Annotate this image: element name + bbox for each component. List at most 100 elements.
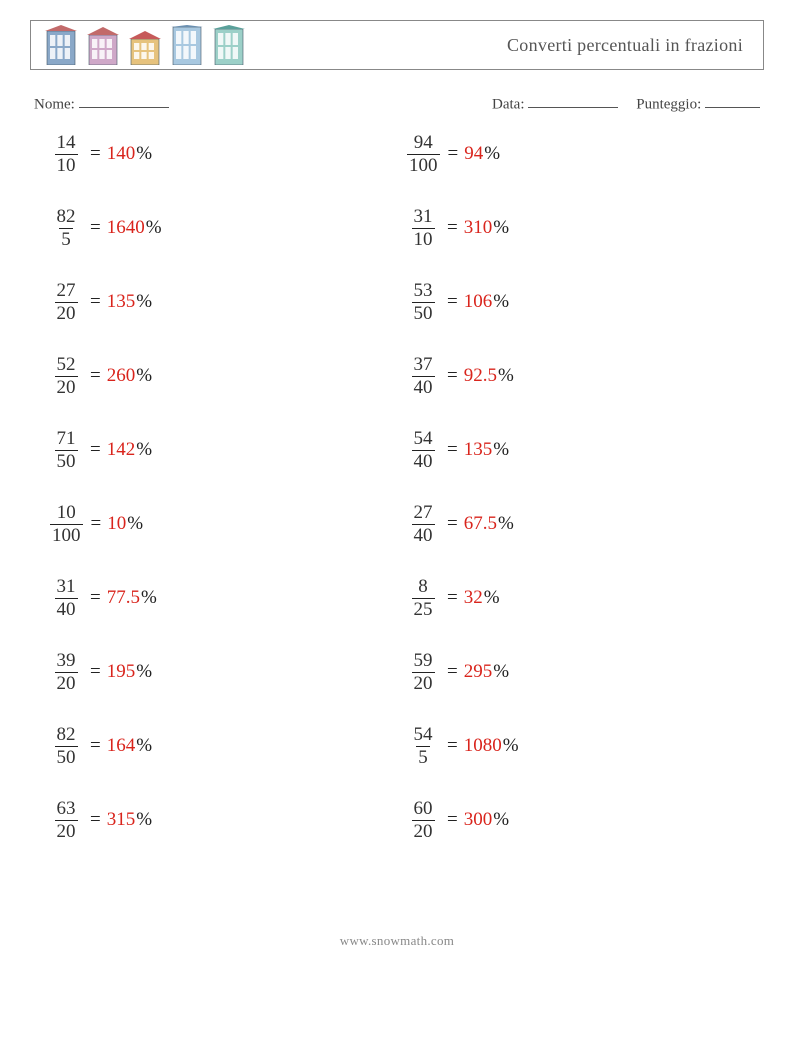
- equals-sign: =: [447, 735, 458, 757]
- equals-sign: =: [90, 143, 101, 165]
- fraction-numerator: 71: [55, 429, 78, 450]
- fraction-numerator: 82: [55, 207, 78, 228]
- equals-sign: =: [90, 217, 101, 239]
- answer-value: 94: [464, 143, 483, 165]
- problem-left: 1410 = 140%: [50, 131, 387, 177]
- fraction: 825: [407, 577, 439, 620]
- answer-value: 315: [107, 809, 136, 831]
- fraction: 825: [50, 207, 82, 250]
- percent-sign: %: [493, 291, 509, 313]
- date-blank[interactable]: [528, 94, 618, 108]
- fraction-numerator: 63: [55, 799, 78, 820]
- percent-sign: %: [484, 143, 500, 165]
- fraction-denominator: 10: [412, 228, 435, 250]
- fraction-numerator: 39: [55, 651, 78, 672]
- fraction-numerator: 8: [416, 577, 430, 598]
- problem-right: 5350=106%: [407, 279, 744, 325]
- percent-sign: %: [493, 809, 509, 831]
- fraction: 94100: [407, 133, 440, 176]
- answer-value: 142: [107, 439, 136, 461]
- fraction-numerator: 60: [412, 799, 435, 820]
- equals-sign: =: [448, 143, 459, 165]
- equals-sign: =: [91, 513, 102, 535]
- equals-sign: =: [90, 439, 101, 461]
- fraction-denominator: 20: [412, 672, 435, 694]
- fraction-numerator: 37: [412, 355, 435, 376]
- building-icon: [43, 25, 79, 65]
- answer-value: 77.5: [107, 587, 140, 609]
- equals-sign: =: [447, 365, 458, 387]
- fraction: 2720: [50, 281, 82, 324]
- problem-right: 94100 =94%: [407, 131, 744, 177]
- fraction: 1410: [50, 133, 82, 176]
- building-icon: [127, 25, 163, 65]
- problem-left: 2720=135%: [50, 279, 387, 325]
- meta-right: Data: Punteggio:: [492, 94, 760, 113]
- equals-sign: =: [90, 735, 101, 757]
- fraction-denominator: 5: [416, 746, 430, 768]
- fraction-denominator: 50: [55, 450, 78, 472]
- fraction-numerator: 10: [55, 503, 78, 524]
- answer-value: 32: [464, 587, 483, 609]
- percent-sign: %: [493, 217, 509, 239]
- fraction-denominator: 40: [55, 598, 78, 620]
- name-blank[interactable]: [79, 94, 169, 108]
- fraction: 5920: [407, 651, 439, 694]
- percent-sign: %: [136, 439, 152, 461]
- answer-value: 295: [464, 661, 493, 683]
- fraction-denominator: 10: [55, 154, 78, 176]
- fraction-denominator: 40: [412, 376, 435, 398]
- equals-sign: =: [90, 365, 101, 387]
- problem-left: 3920=195%: [50, 649, 387, 695]
- header-box: Converti percentuali in frazioni: [30, 20, 764, 70]
- date-label: Data:: [492, 96, 524, 112]
- name-label: Nome:: [34, 96, 75, 112]
- equals-sign: =: [90, 587, 101, 609]
- answer-value: 135: [464, 439, 493, 461]
- building-icon: [169, 25, 205, 65]
- answer-value: 195: [107, 661, 136, 683]
- problem-left: 10100=10%: [50, 501, 387, 547]
- percent-sign: %: [493, 661, 509, 683]
- fraction-numerator: 52: [55, 355, 78, 376]
- fraction-numerator: 14: [55, 133, 78, 154]
- equals-sign: =: [90, 291, 101, 313]
- fraction-numerator: 27: [412, 503, 435, 524]
- equals-sign: =: [90, 661, 101, 683]
- problem-right: 3110=310%: [407, 205, 744, 251]
- fraction: 3140: [50, 577, 82, 620]
- percent-sign: %: [141, 587, 157, 609]
- fraction-denominator: 20: [55, 820, 78, 842]
- fraction-numerator: 31: [412, 207, 435, 228]
- problem-right: 825=32%: [407, 575, 744, 621]
- fraction-denominator: 100: [50, 524, 83, 546]
- meta-date: Data:: [492, 94, 618, 113]
- problem-right: 2740=67.5%: [407, 501, 744, 547]
- answer-value: 140: [107, 143, 136, 165]
- answer-value: 164: [107, 735, 136, 757]
- fraction-numerator: 31: [55, 577, 78, 598]
- building-icon: [85, 25, 121, 65]
- fraction-denominator: 100: [407, 154, 440, 176]
- answer-value: 106: [464, 291, 493, 313]
- score-blank[interactable]: [705, 94, 760, 108]
- equals-sign: =: [447, 513, 458, 535]
- problem-right: 3740=92.5%: [407, 353, 744, 399]
- equals-sign: =: [447, 661, 458, 683]
- fraction: 5350: [407, 281, 439, 324]
- fraction: 545: [407, 725, 439, 768]
- fraction-denominator: 40: [412, 450, 435, 472]
- fraction-denominator: 25: [412, 598, 435, 620]
- fraction: 6020: [407, 799, 439, 842]
- fraction-numerator: 27: [55, 281, 78, 302]
- percent-sign: %: [146, 217, 162, 239]
- building-icon: [211, 25, 247, 65]
- problem-left: 3140 = 77.5%: [50, 575, 387, 621]
- percent-sign: %: [136, 143, 152, 165]
- fraction-denominator: 20: [55, 302, 78, 324]
- fraction-denominator: 20: [55, 376, 78, 398]
- problem-left: 5220=260%: [50, 353, 387, 399]
- fraction-numerator: 82: [55, 725, 78, 746]
- answer-value: 300: [464, 809, 493, 831]
- fraction-numerator: 59: [412, 651, 435, 672]
